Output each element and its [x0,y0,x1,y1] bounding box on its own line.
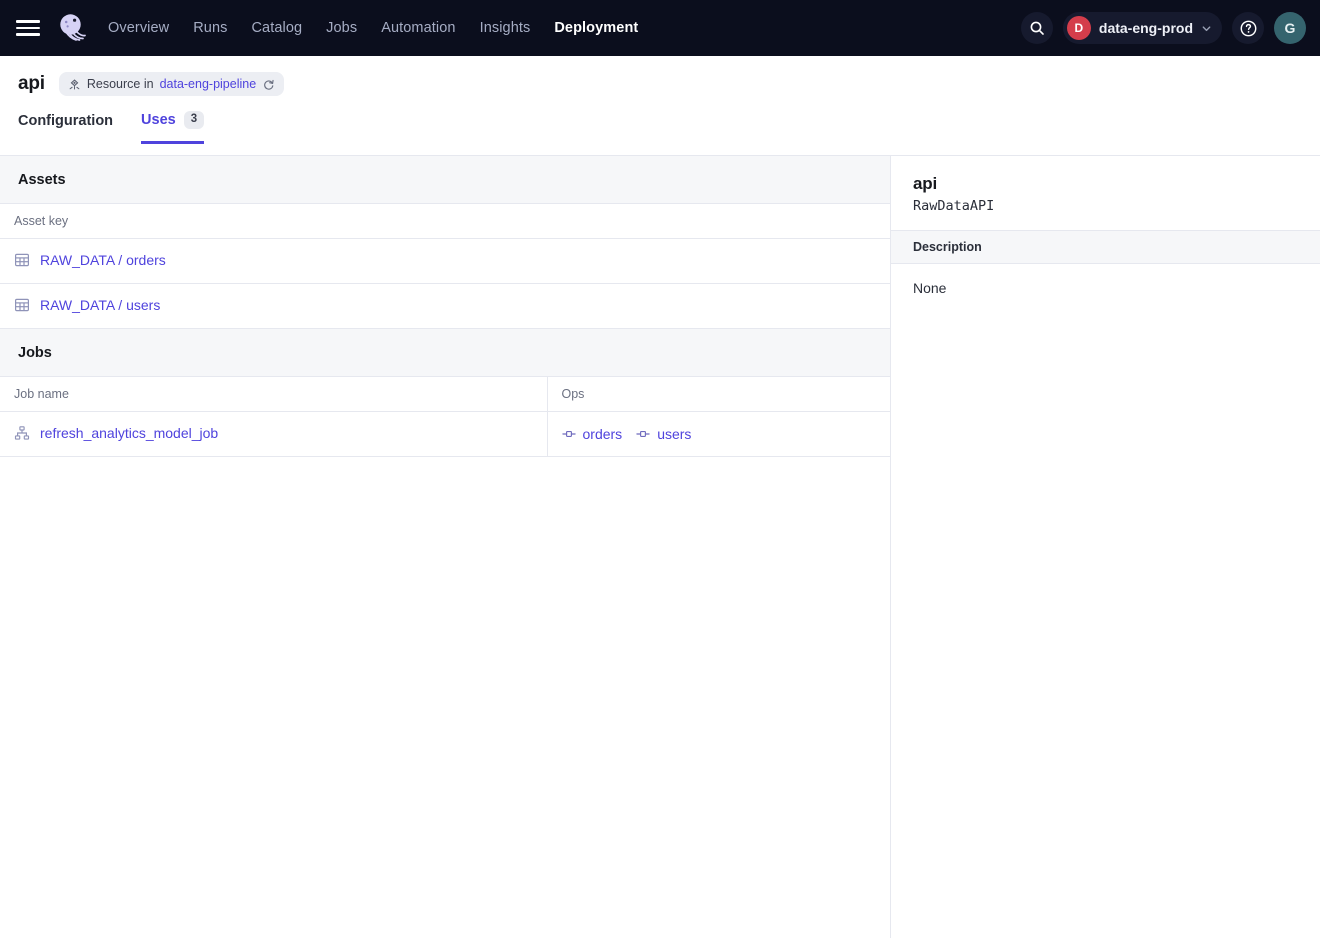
op-node-icon [636,427,650,441]
asset-table-icon [14,252,30,268]
nav-link-deployment[interactable]: Deployment [554,20,639,36]
tab-uses-label: Uses [141,112,176,129]
table-row[interactable]: RAW_DATA / users [0,283,890,329]
nav-link-catalog[interactable]: Catalog [251,20,303,36]
detail-panel-description-value: None [913,280,947,296]
op-name-label: orders [582,426,623,442]
detail-panel-head: api RawDataAPI [891,156,1320,231]
detail-panel-subtitle: RawDataAPI [913,198,995,214]
dagster-logo-icon[interactable] [54,10,90,46]
op-link-orders[interactable]: orders [561,426,623,442]
hamburger-line [16,20,40,23]
detail-panel-title: api [913,174,937,193]
table-row[interactable]: refresh_analytics_model_job [0,411,890,457]
tab-uses-count: 3 [183,111,205,129]
assets-cell-asset-key: RAW_DATA / users [0,283,890,329]
tab-configuration[interactable]: Configuration [18,113,113,144]
resource-diamond-icon [68,78,81,91]
chevron-down-icon [1201,23,1212,34]
reload-icon[interactable] [262,78,275,91]
body-split: Assets Asset key [0,156,1320,938]
job-hierarchy-icon [14,425,30,441]
deployment-badge: D [1066,16,1091,40]
search-icon[interactable] [1020,12,1053,44]
table-row[interactable]: RAW_DATA / orders [0,238,890,284]
assets-cell-asset-key: RAW_DATA / orders [0,238,890,284]
assets-column-asset-key: Asset key [0,204,890,239]
jobs-cell-job-name: refresh_analytics_model_job [0,411,547,457]
tab-uses[interactable]: Uses 3 [141,111,205,144]
hamburger-menu-icon[interactable] [16,15,42,41]
nav-right-cluster: D data-eng-prod G [1020,0,1306,56]
resource-badge-prefix: Resource in [86,77,154,91]
asset-link-orders[interactable]: RAW_DATA / orders [14,252,166,268]
assets-section-header: Assets [0,156,890,204]
help-circle-icon[interactable] [1232,12,1264,44]
jobs-table-header-row: Job name Ops [0,377,890,412]
jobs-section-header: Jobs [0,329,890,377]
job-link-refresh-analytics-model-job[interactable]: refresh_analytics_model_job [14,425,218,441]
jobs-cell-ops: orders [546,411,890,457]
nav-link-overview[interactable]: Overview [108,20,170,36]
title-row: api Resource in data-eng-pipeline [18,56,1320,98]
tab-configuration-label: Configuration [18,113,114,129]
jobs-column-job-name: Job name [0,377,547,412]
nav-link-runs[interactable]: Runs [193,20,228,36]
uses-content-pane: Assets Asset key [0,156,891,938]
nav-link-automation[interactable]: Automation [381,20,456,36]
resource-detail-panel: api RawDataAPI Description None [891,156,1320,938]
jobs-column-ops: Ops [546,377,890,412]
asset-key-label: RAW_DATA / users [40,296,161,313]
hamburger-line [16,26,40,30]
top-navigation-bar: Overview Runs Catalog Jobs Automation In… [0,0,1320,56]
asset-table-icon [14,297,30,313]
page-title: api [18,73,45,94]
resource-location-badge[interactable]: Resource in data-eng-pipeline [58,72,285,96]
op-link-users[interactable]: users [636,426,691,442]
avatar[interactable]: G [1274,12,1306,44]
op-node-icon [561,427,576,441]
hamburger-line [16,33,40,36]
nav-link-jobs[interactable]: Jobs [326,20,358,36]
assets-table: Asset key [0,204,890,329]
assets-table-header-row: Asset key [0,204,890,239]
nav-link-insights[interactable]: Insights [479,20,531,36]
detail-panel-description-label: Description [891,231,1320,264]
asset-link-users[interactable]: RAW_DATA / users [14,297,160,313]
deployment-name: data-eng-prod [1098,20,1193,36]
op-name-label: users [657,426,692,442]
tab-bar: Configuration Uses 3 [18,98,1320,144]
page-header: api Resource in data-eng-pipeline [0,56,1320,156]
primary-nav-links: Overview Runs Catalog Jobs Automation In… [108,20,638,36]
resource-location-link[interactable]: data-eng-pipeline [159,77,257,91]
deployment-selector[interactable]: D data-eng-prod [1062,12,1222,44]
asset-key-label: RAW_DATA / orders [40,251,166,268]
jobs-table: Job name Ops [0,377,890,457]
ops-list: orders [561,426,873,442]
job-name-label: refresh_analytics_model_job [40,424,219,441]
